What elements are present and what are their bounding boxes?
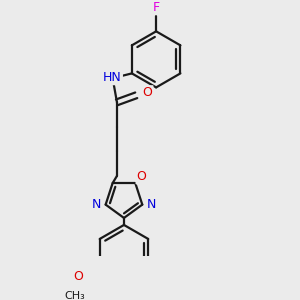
Text: O: O bbox=[136, 170, 146, 183]
Text: F: F bbox=[153, 1, 160, 14]
Text: HN: HN bbox=[103, 71, 122, 84]
Text: CH₃: CH₃ bbox=[64, 291, 85, 300]
Text: O: O bbox=[143, 86, 153, 99]
Text: N: N bbox=[92, 198, 102, 211]
Text: N: N bbox=[146, 198, 156, 211]
Text: O: O bbox=[74, 270, 84, 283]
